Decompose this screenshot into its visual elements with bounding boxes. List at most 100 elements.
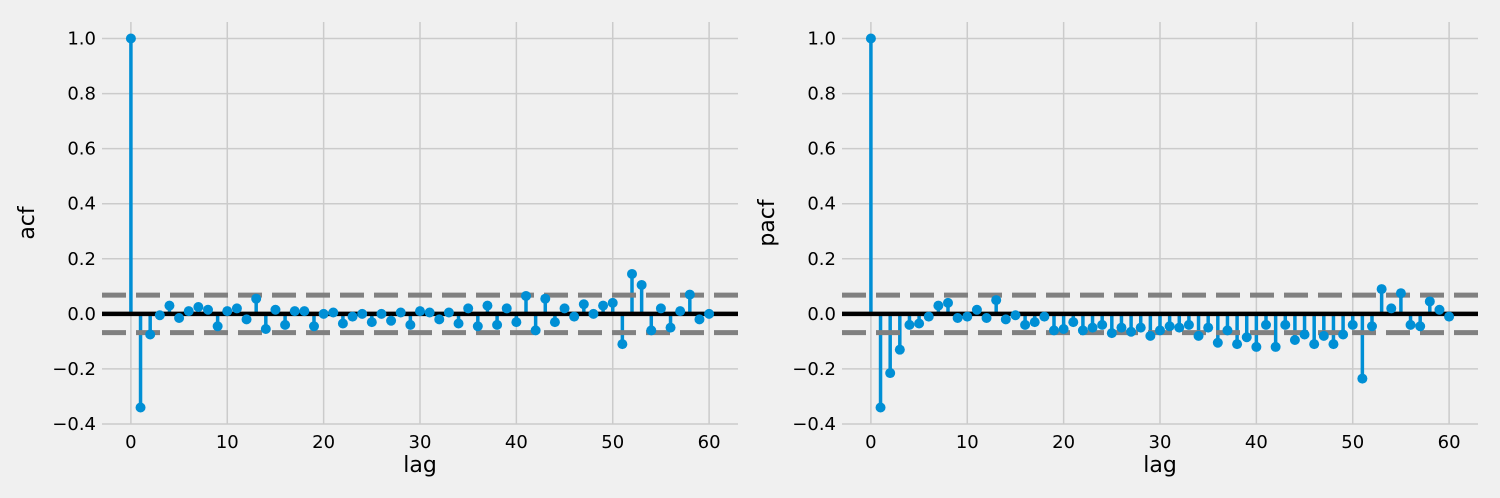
data-point bbox=[923, 311, 934, 322]
data-point bbox=[1193, 330, 1204, 341]
data-point bbox=[1395, 288, 1406, 299]
data-point bbox=[646, 325, 657, 336]
data-point bbox=[665, 322, 676, 333]
data-point bbox=[675, 306, 686, 317]
data-point bbox=[1357, 373, 1368, 384]
data-point bbox=[1029, 317, 1040, 328]
data-point bbox=[1174, 322, 1185, 333]
data-point bbox=[952, 312, 963, 323]
data-point bbox=[366, 317, 377, 328]
data-point bbox=[463, 303, 474, 314]
y-tick-label: −0.4 bbox=[792, 414, 836, 435]
x-tick-label: 50 bbox=[601, 432, 624, 453]
data-point bbox=[1135, 322, 1146, 333]
pacf-chart: 0 10 20 30 40 50 60 −0.4 −0.2 0.0 0.2 0.4 0.6 0.8 1.0 l… bbox=[755, 22, 1478, 478]
data-point bbox=[289, 306, 300, 317]
data-point bbox=[1126, 326, 1137, 337]
data-point bbox=[1222, 325, 1233, 336]
y-tick-label: 0.2 bbox=[67, 249, 96, 270]
data-point bbox=[655, 303, 666, 314]
data-point bbox=[1347, 319, 1358, 330]
data-point bbox=[1444, 311, 1455, 322]
data-point bbox=[241, 314, 252, 325]
data-point bbox=[1020, 319, 1031, 330]
x-tick-label: 40 bbox=[505, 432, 528, 453]
data-point bbox=[1116, 322, 1127, 333]
x-tick-label: 0 bbox=[865, 432, 876, 453]
data-point bbox=[1241, 332, 1252, 343]
data-point bbox=[203, 304, 213, 315]
data-point bbox=[1338, 329, 1349, 340]
data-point bbox=[885, 368, 896, 379]
data-point bbox=[174, 312, 185, 323]
x-tick-label: 30 bbox=[409, 432, 432, 453]
data-point bbox=[1097, 319, 1108, 330]
data-point bbox=[1106, 328, 1117, 339]
x-axis-label: lag bbox=[1143, 453, 1177, 478]
y-tick-label: −0.4 bbox=[52, 414, 96, 435]
data-point bbox=[981, 312, 992, 323]
data-point bbox=[1405, 319, 1416, 330]
data-point bbox=[1212, 337, 1223, 348]
y-tick-label: 1.0 bbox=[807, 29, 836, 50]
data-point bbox=[482, 300, 493, 311]
x-tick-label: 20 bbox=[1052, 432, 1075, 453]
data-point bbox=[694, 314, 705, 325]
data-point bbox=[1203, 322, 1214, 333]
data-point bbox=[684, 289, 695, 300]
data-point bbox=[865, 33, 876, 44]
data-point bbox=[617, 339, 628, 350]
data-point bbox=[1376, 284, 1387, 295]
data-point bbox=[1058, 324, 1069, 335]
x-tick-label: 60 bbox=[1438, 432, 1461, 453]
data-point bbox=[588, 308, 599, 319]
data-point bbox=[434, 314, 445, 325]
y-axis-label: acf bbox=[15, 205, 40, 240]
data-point bbox=[1087, 322, 1098, 333]
data-point bbox=[569, 311, 580, 322]
data-point bbox=[337, 318, 348, 329]
data-point bbox=[125, 33, 136, 44]
data-point bbox=[492, 319, 503, 330]
data-point bbox=[501, 303, 512, 314]
data-point bbox=[1261, 319, 1271, 330]
data-point bbox=[1010, 310, 1021, 321]
data-point bbox=[260, 324, 271, 335]
data-point bbox=[549, 317, 560, 328]
y-tick-label: 0.6 bbox=[67, 139, 96, 160]
data-point bbox=[1068, 317, 1079, 328]
x-tick-label: 10 bbox=[216, 432, 239, 453]
data-point bbox=[559, 303, 570, 314]
data-point bbox=[222, 306, 233, 317]
data-point bbox=[627, 268, 637, 279]
data-point bbox=[1434, 304, 1445, 315]
data-point bbox=[309, 321, 319, 332]
data-point bbox=[318, 308, 329, 319]
data-point bbox=[193, 301, 204, 312]
y-tick-label: −0.2 bbox=[792, 359, 836, 380]
y-tick-label: 0.2 bbox=[807, 249, 836, 270]
data-point bbox=[521, 290, 531, 301]
x-tick-label: 60 bbox=[698, 432, 721, 453]
y-tick-label: −0.2 bbox=[52, 359, 96, 380]
y-tick-label: 0.4 bbox=[807, 194, 836, 215]
y-tick-label: 0.8 bbox=[807, 84, 836, 105]
data-point bbox=[914, 318, 925, 329]
x-tick-label: 30 bbox=[1149, 432, 1172, 453]
data-point bbox=[607, 297, 618, 308]
data-point bbox=[540, 293, 551, 304]
data-point bbox=[453, 318, 464, 329]
data-point bbox=[1289, 335, 1300, 346]
y-tick-label: 0.0 bbox=[807, 304, 836, 325]
data-point bbox=[1328, 339, 1339, 350]
data-point bbox=[1299, 329, 1310, 340]
data-point bbox=[875, 402, 886, 413]
acf-chart: 0 10 20 30 40 50 60 −0.4 −0.2 0.0 0.2 0.4 0.6 0.8 1.0 l… bbox=[15, 22, 738, 478]
data-point bbox=[1415, 321, 1426, 332]
data-point bbox=[1077, 325, 1088, 336]
data-point bbox=[904, 319, 915, 330]
y-axis-label: pacf bbox=[755, 198, 780, 247]
data-point bbox=[154, 310, 165, 321]
x-tick-label: 10 bbox=[956, 432, 979, 453]
